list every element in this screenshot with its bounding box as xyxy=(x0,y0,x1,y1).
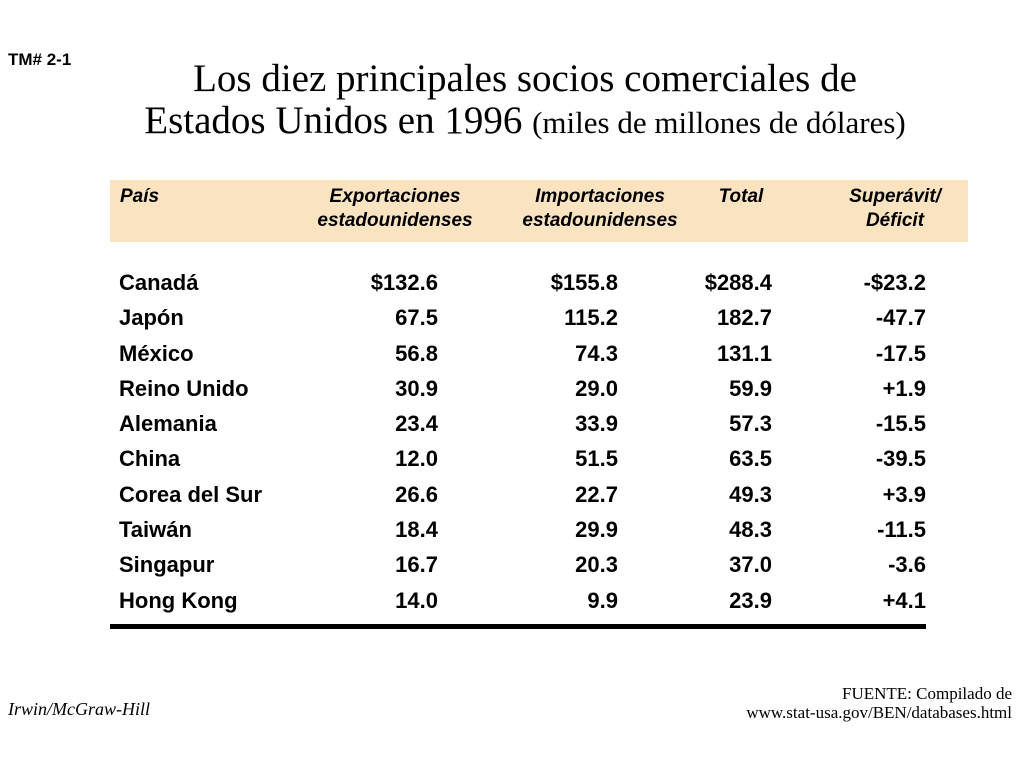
cell-total: 37.0 xyxy=(729,552,772,578)
cell-country: México xyxy=(119,340,194,366)
table-row: Hong Kong 14.0 9.9 23.9 +4.1 xyxy=(0,583,1024,618)
cell-country: Hong Kong xyxy=(119,587,238,613)
cell-imports: 9.9 xyxy=(587,587,618,613)
table-body: Canadá $132.6 $155.8 $288.4 -$23.2 Japón… xyxy=(0,265,1024,618)
table-row: Reino Unido 30.9 29.0 59.9 +1.9 xyxy=(0,371,1024,406)
cell-balance: +1.9 xyxy=(882,375,926,401)
cell-country: Reino Unido xyxy=(119,375,249,401)
cell-total: 59.9 xyxy=(729,375,772,401)
cell-exports: 26.6 xyxy=(395,481,438,507)
table-header-band xyxy=(110,180,968,242)
cell-country: Canadá xyxy=(119,270,199,295)
title-units: (miles de millones de dólares) xyxy=(532,105,906,140)
header-country: País xyxy=(120,185,159,209)
cell-total: 63.5 xyxy=(729,446,772,472)
cell-country: Singapur xyxy=(119,552,215,578)
source-note: FUENTE: Compilado de www.stat-usa.gov/BE… xyxy=(746,684,1012,722)
cell-balance: -47.7 xyxy=(875,305,926,331)
cell-total: $288.4 xyxy=(704,270,772,295)
cell-imports: 115.2 xyxy=(564,305,618,331)
header-balance-line1: Superávit/ xyxy=(849,186,941,207)
cell-country: China xyxy=(119,446,181,472)
cell-country: Alemania xyxy=(119,411,217,437)
cell-imports: 22.7 xyxy=(575,481,618,507)
header-imports-line1: Importaciones xyxy=(535,186,665,207)
cell-imports: 20.3 xyxy=(575,552,618,578)
cell-exports: 23.4 xyxy=(395,411,438,437)
cell-exports: 56.8 xyxy=(395,340,438,366)
title-line-1: Los diez principales socios comerciales … xyxy=(193,57,857,100)
slide-title: Los diez principales socios comerciales … xyxy=(0,58,1024,144)
source-line-2: www.stat-usa.gov/BEN/databases.html xyxy=(746,703,1012,722)
cell-balance: -39.5 xyxy=(875,446,926,472)
cell-balance: -15.5 xyxy=(875,411,926,437)
cell-country: Corea del Sur xyxy=(119,481,263,507)
cell-total: 131.1 xyxy=(716,340,772,366)
cell-total: 23.9 xyxy=(729,587,772,613)
cell-exports: 18.4 xyxy=(395,517,438,543)
cell-total: 48.3 xyxy=(729,517,772,543)
cell-balance: +3.9 xyxy=(882,481,926,507)
header-exports-line2: estadounidenses xyxy=(317,210,473,231)
table-row: Corea del Sur 26.6 22.7 49.3 +3.9 xyxy=(0,477,1024,512)
cell-balance: -11.5 xyxy=(877,517,926,543)
cell-balance: -3.6 xyxy=(888,552,926,578)
publisher-credit: Irwin/McGraw-Hill xyxy=(8,699,150,719)
header-total-label: Total xyxy=(718,186,764,207)
cell-exports: $132.6 xyxy=(370,270,438,295)
slide-label: TM# 2-1 xyxy=(8,50,72,69)
header-imports: Importaciones estadounidenses xyxy=(498,185,702,233)
cell-exports: 67.5 xyxy=(395,305,438,331)
cell-imports: 51.5 xyxy=(575,446,618,472)
header-imports-line2: estadounidenses xyxy=(522,210,678,231)
title-line-2: Estados Unidos en 1996 (miles de millone… xyxy=(0,100,1024,144)
cell-imports: $155.8 xyxy=(550,270,618,295)
table-row: Japón 67.5 115.2 182.7 -47.7 xyxy=(0,300,1024,335)
header-balance-line2: Déficit xyxy=(865,210,925,231)
cell-imports: 29.0 xyxy=(575,375,618,401)
header-exports-line1: Exportaciones xyxy=(329,186,461,207)
header-balance: Superávit/ Déficit xyxy=(822,185,968,233)
table-row: Alemania 23.4 33.9 57.3 -15.5 xyxy=(0,406,1024,441)
table-row: Taiwán 18.4 29.9 48.3 -11.5 xyxy=(0,512,1024,547)
title-line-2-main: Estados Unidos en 1996 xyxy=(144,99,523,142)
table-bottom-rule xyxy=(110,624,926,629)
source-line-1: FUENTE: Compilado de xyxy=(842,684,1012,703)
header-country-label: País xyxy=(120,186,160,207)
table-row: México 56.8 74.3 131.1 -17.5 xyxy=(0,336,1024,371)
cell-imports: 33.9 xyxy=(575,411,618,437)
header-total: Total xyxy=(700,185,782,209)
cell-exports: 16.7 xyxy=(395,552,438,578)
cell-exports: 30.9 xyxy=(395,375,438,401)
cell-exports: 12.0 xyxy=(395,446,438,472)
cell-balance: +4.1 xyxy=(882,587,926,613)
cell-imports: 29.9 xyxy=(575,517,618,543)
cell-imports: 74.3 xyxy=(575,340,618,366)
cell-balance: -17.5 xyxy=(875,340,926,366)
table-row: China 12.0 51.5 63.5 -39.5 xyxy=(0,441,1024,476)
table-row: Canadá $132.6 $155.8 $288.4 -$23.2 xyxy=(0,265,1024,300)
cell-exports: 14.0 xyxy=(395,587,438,613)
cell-total: 49.3 xyxy=(729,481,772,507)
header-exports: Exportaciones estadounidenses xyxy=(290,185,500,233)
cell-country: Taiwán xyxy=(119,517,192,543)
cell-balance: -$23.2 xyxy=(863,270,926,295)
cell-total: 57.3 xyxy=(729,411,772,437)
cell-country: Japón xyxy=(119,305,184,331)
table-row: Singapur 16.7 20.3 37.0 -3.6 xyxy=(0,547,1024,582)
cell-total: 182.7 xyxy=(716,305,772,331)
